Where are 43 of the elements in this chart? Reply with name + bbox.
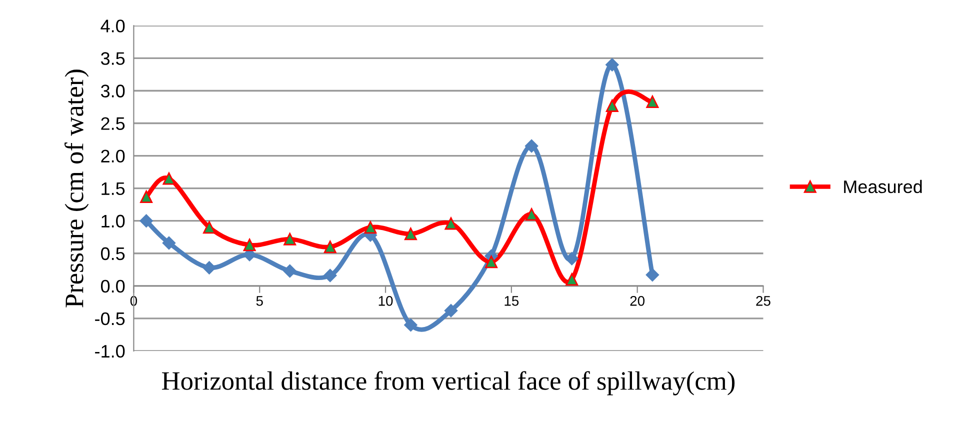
- x-tick-label: 0: [130, 296, 138, 306]
- y-tick-label: 0.0: [100, 280, 125, 293]
- point: [606, 58, 619, 72]
- point: [444, 217, 458, 230]
- point: [566, 273, 578, 286]
- point: [284, 232, 296, 246]
- point: [243, 238, 256, 252]
- point: [646, 96, 659, 108]
- x-tick-label: 15: [504, 296, 519, 306]
- y-tick-label: -0.5: [95, 312, 125, 326]
- point: [444, 304, 458, 318]
- point: [646, 268, 660, 282]
- point: [485, 256, 498, 268]
- y-tick-label: -1.0: [95, 344, 125, 358]
- point: [364, 221, 377, 234]
- point: [524, 139, 538, 153]
- x-tick-label: 20: [630, 296, 645, 306]
- y-tick-label: 3.0: [100, 84, 125, 98]
- point: [162, 236, 176, 250]
- point: [202, 261, 216, 274]
- point: [140, 214, 153, 228]
- y-tick-label: 4.0: [100, 20, 125, 32]
- legend-label: Measured: [844, 180, 922, 194]
- y-tick-label: 1.0: [102, 214, 125, 228]
- y-tick-label: 2.0: [101, 150, 125, 163]
- point: [606, 99, 618, 112]
- point: [565, 252, 578, 266]
- point: [283, 264, 296, 278]
- x-tick-label: 10: [378, 296, 393, 306]
- point: [404, 228, 417, 240]
- x-axis-title: Horizontal distance from vertical face of spillway(cm): [162, 371, 735, 396]
- point: [203, 221, 216, 234]
- y-axis-title: Pressure (cm of water): [64, 70, 89, 308]
- point: [324, 240, 336, 254]
- point: [140, 190, 153, 204]
- point: [324, 268, 337, 282]
- x-tick-label: 5: [256, 296, 263, 306]
- y-tick-label: 3.5: [100, 52, 125, 65]
- point: [404, 318, 418, 332]
- x-tick-label: 25: [756, 296, 770, 306]
- y-tick-label: 1.5: [102, 182, 125, 196]
- y-tick-label: 0.5: [100, 247, 125, 260]
- y-tick-label: 2.5: [101, 117, 125, 130]
